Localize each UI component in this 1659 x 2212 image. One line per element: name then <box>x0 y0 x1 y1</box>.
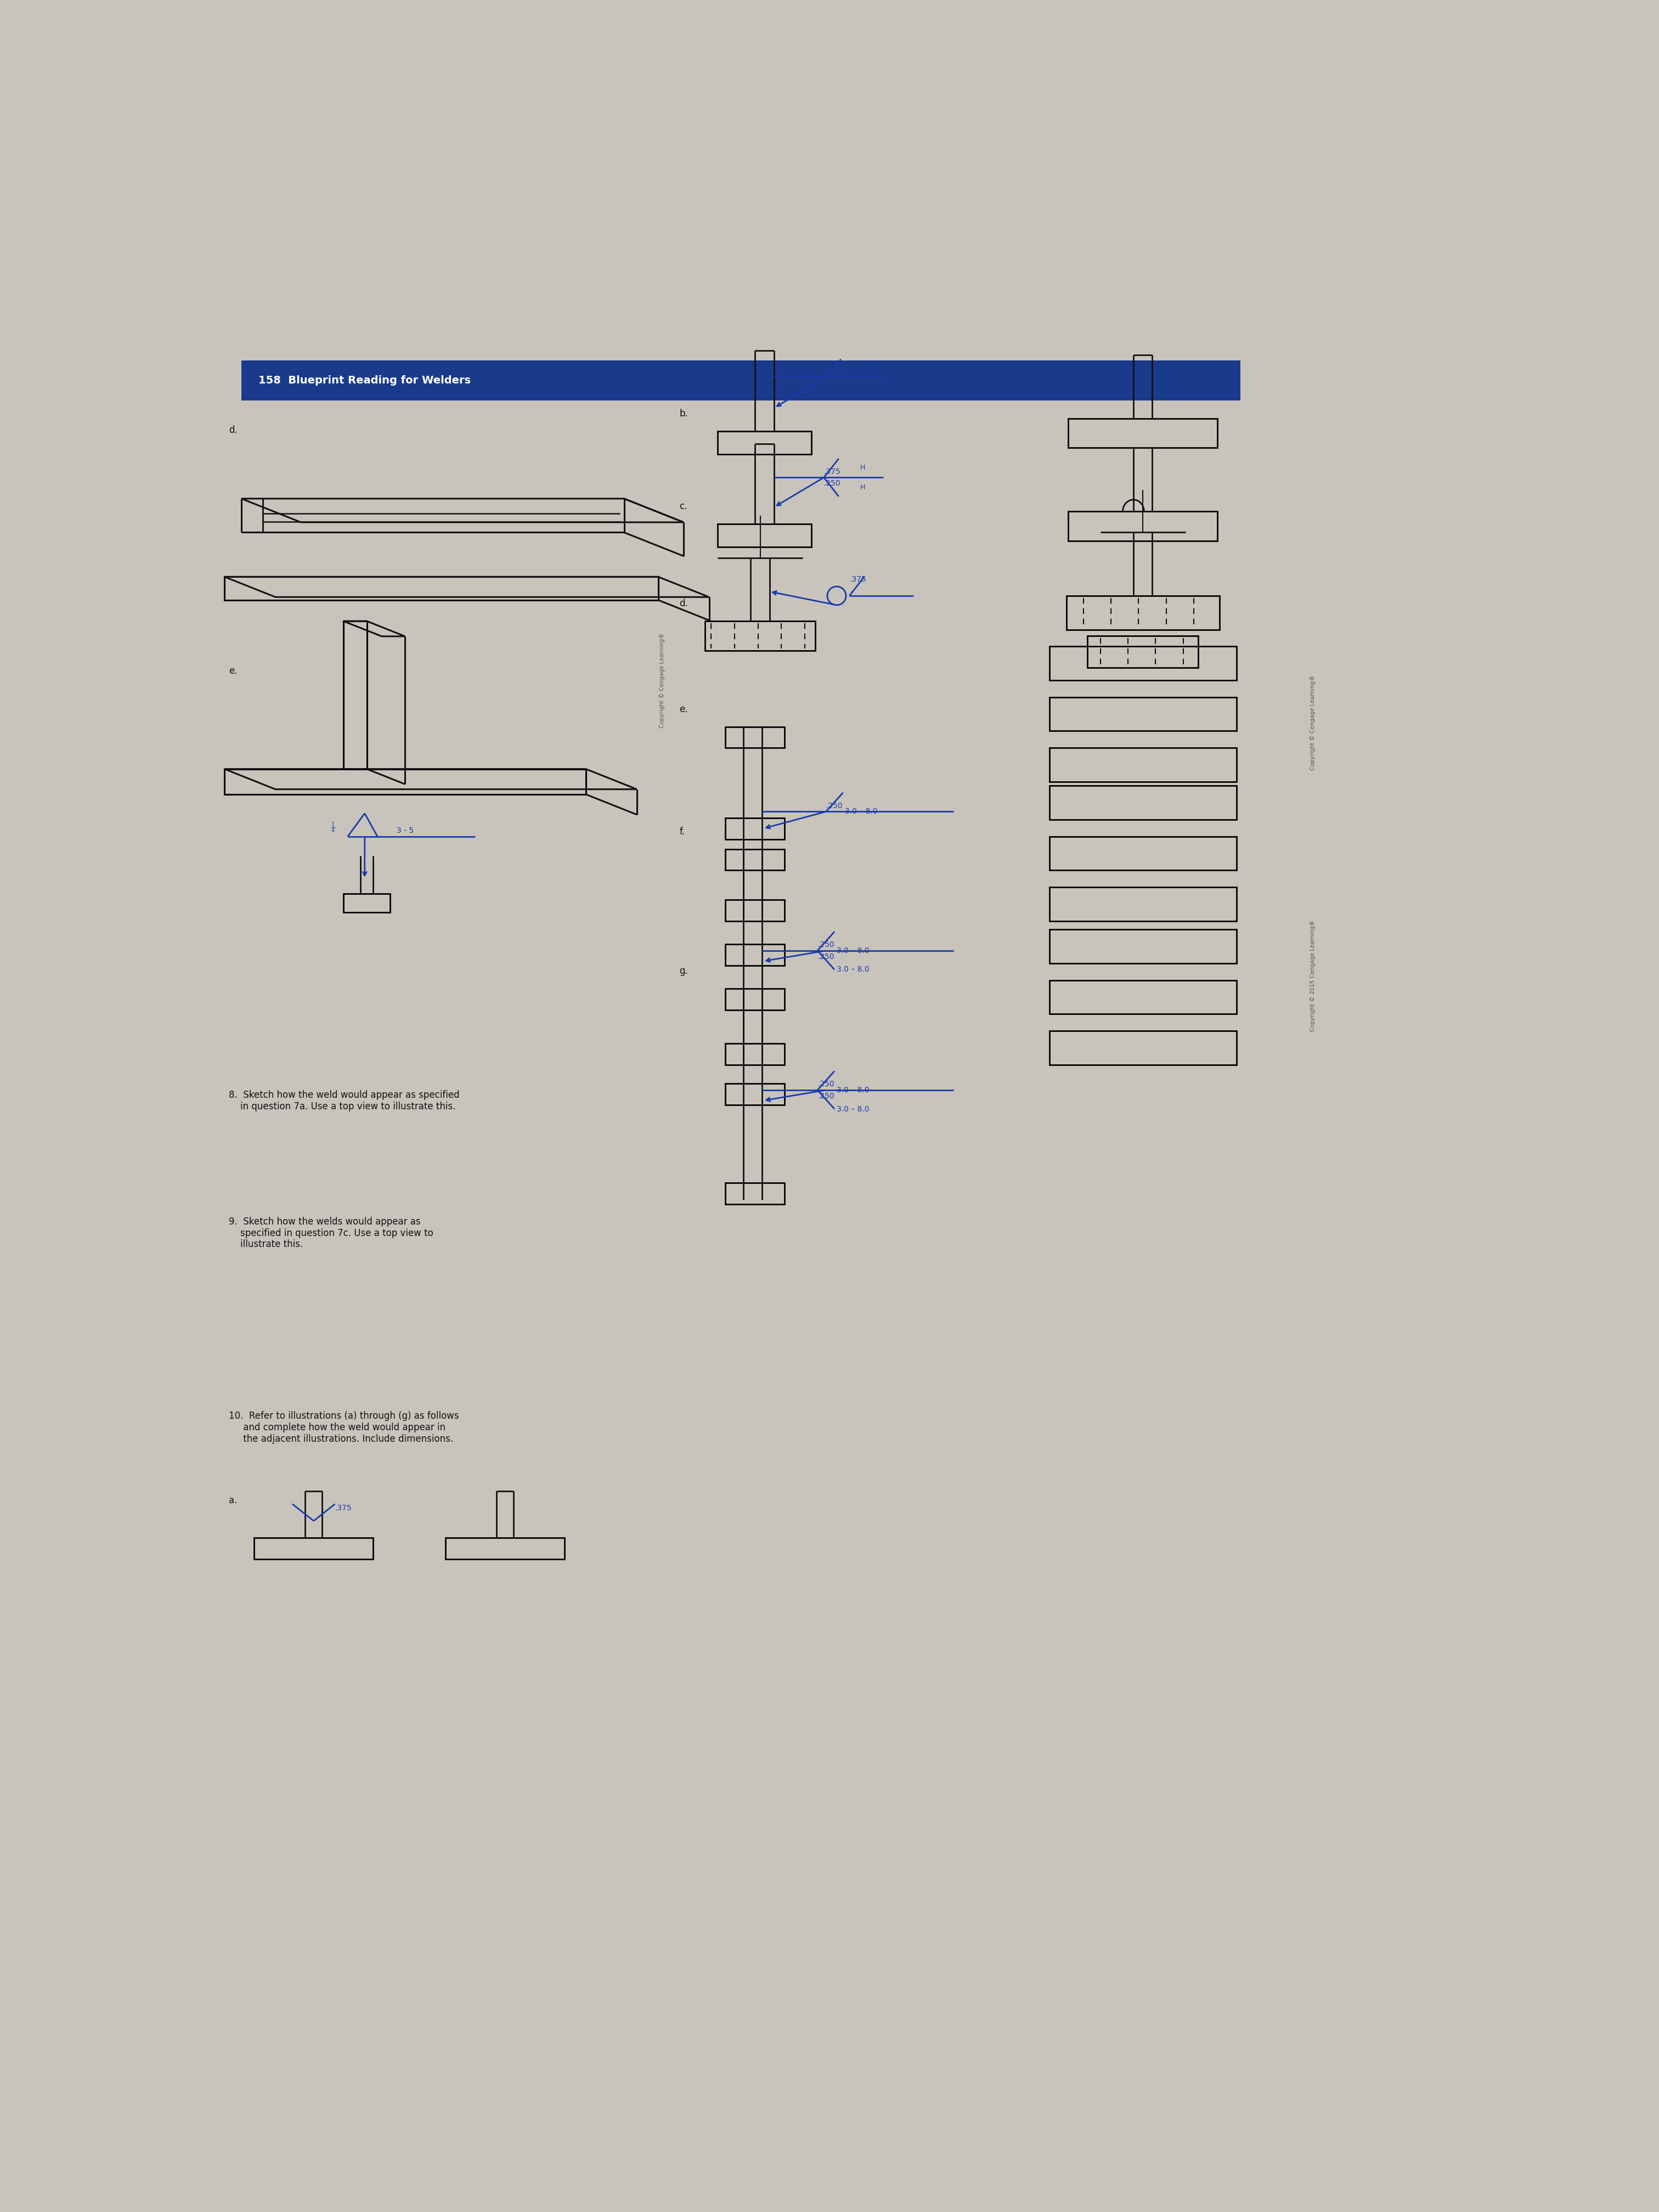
Bar <box>1048 836 1236 869</box>
Bar <box>1068 418 1218 449</box>
Bar <box>1088 635 1198 668</box>
Text: 9.  Sketch how the welds would appear as
    specified in question 7c. Use a top: 9. Sketch how the welds would appear as … <box>229 1217 433 1250</box>
Text: 3 - 5: 3 - 5 <box>397 827 413 834</box>
Text: .375: .375 <box>849 575 866 584</box>
Bar <box>1048 887 1236 920</box>
Bar <box>725 1084 785 1104</box>
Bar <box>705 622 815 650</box>
Bar <box>254 1537 373 1559</box>
Bar <box>725 945 785 964</box>
Bar <box>725 900 785 920</box>
Bar <box>343 622 367 770</box>
Text: c.: c. <box>679 502 687 511</box>
Text: $\frac{1}{4}$: $\frac{1}{4}$ <box>330 821 335 834</box>
Bar <box>1048 748 1236 781</box>
Bar <box>242 361 1241 400</box>
Text: .375: .375 <box>825 467 841 476</box>
Text: e.: e. <box>229 666 237 677</box>
Text: 3.0 – 8.0: 3.0 – 8.0 <box>836 1086 869 1095</box>
Text: .375: .375 <box>828 367 844 374</box>
Text: 3.0 – 8.0: 3.0 – 8.0 <box>836 1106 869 1113</box>
Text: e.: e. <box>679 703 688 714</box>
Text: d.: d. <box>679 599 688 608</box>
Bar <box>1067 595 1219 630</box>
Bar <box>446 1537 564 1559</box>
Text: a.: a. <box>229 1495 237 1506</box>
Text: H: H <box>859 465 864 471</box>
Bar <box>725 849 785 869</box>
Bar <box>1048 785 1236 821</box>
Text: Copyright © Cengage Learning®: Copyright © Cengage Learning® <box>1311 675 1316 770</box>
Bar <box>725 818 785 838</box>
Text: g.: g. <box>679 967 688 975</box>
Bar <box>1048 980 1236 1013</box>
Text: .250: .250 <box>818 1079 834 1088</box>
Text: 3.0 – 8.0: 3.0 – 8.0 <box>836 967 869 973</box>
Bar <box>1068 511 1218 542</box>
Text: 10.  Refer to illustrations (a) through (g) as follows
     and complete how the: 10. Refer to illustrations (a) through (… <box>229 1411 460 1444</box>
Text: .375: .375 <box>335 1504 352 1513</box>
Text: N: N <box>864 361 869 367</box>
Text: 3.0 – 8.0: 3.0 – 8.0 <box>844 807 878 816</box>
Bar <box>725 1183 785 1203</box>
Text: d.: d. <box>229 425 237 436</box>
Text: .250: .250 <box>826 803 843 810</box>
Bar <box>725 989 785 1009</box>
Text: .250: .250 <box>818 940 834 949</box>
Bar <box>718 524 811 546</box>
Text: Copyright © Cengage Learning®: Copyright © Cengage Learning® <box>660 633 665 728</box>
Bar <box>725 728 785 748</box>
Bar <box>1048 646 1236 681</box>
Text: 158  Blueprint Reading for Welders: 158 Blueprint Reading for Welders <box>259 376 471 385</box>
Text: .250: .250 <box>825 480 841 487</box>
Text: 3.0 – 8.0: 3.0 – 8.0 <box>836 947 869 953</box>
Bar <box>718 431 811 453</box>
Bar <box>1048 929 1236 962</box>
Text: H: H <box>859 484 864 491</box>
Text: 8.  Sketch how the weld would appear as specified
    in question 7a. Use a top : 8. Sketch how the weld would appear as s… <box>229 1091 460 1110</box>
Bar <box>1048 1031 1236 1064</box>
Text: Copyright © 2015 Cengage Learning®: Copyright © 2015 Cengage Learning® <box>1311 920 1316 1031</box>
Bar <box>1048 697 1236 730</box>
Bar <box>725 1044 785 1064</box>
Text: b.: b. <box>679 409 688 418</box>
Bar <box>224 770 586 794</box>
Bar <box>224 577 659 599</box>
Text: f.: f. <box>679 827 685 836</box>
Bar <box>343 894 390 914</box>
Text: .250: .250 <box>818 953 834 960</box>
Text: .250: .250 <box>818 1093 834 1099</box>
